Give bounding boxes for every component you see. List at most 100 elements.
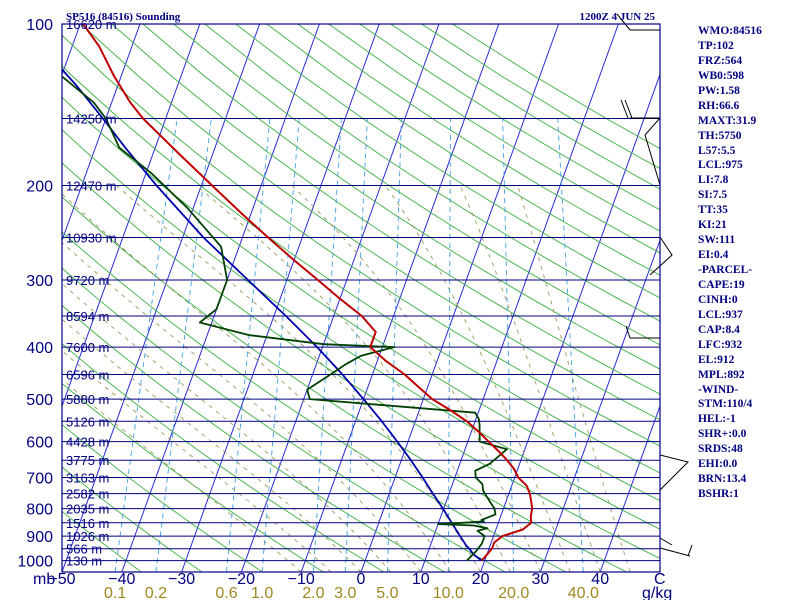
index-value: TP:102	[698, 39, 734, 52]
wind-barb-flag	[687, 544, 693, 557]
temperature-tick-labels: −50 −40 −30 −20 −10 0 10 20 30 40	[48, 571, 609, 588]
dry-adiabat-line	[62, 424, 263, 572]
mixing-ratio-tick-labels: 0.1 0.2 0.6 1.0 2.0 3.0 5.0 10.0 20.0 40.0	[104, 585, 599, 600]
index-value: BRN:13.4	[698, 473, 747, 486]
index-value: CINH:0	[698, 293, 738, 306]
pressure-tick-label: 500	[26, 392, 53, 409]
height-label: 1516 m	[66, 516, 109, 531]
height-label: 5126 m	[66, 414, 109, 429]
isotherm-line	[181, 24, 380, 572]
isotherm-line	[360, 24, 560, 572]
wind-barb-flag	[625, 325, 631, 339]
pressure-tick-label: 700	[26, 471, 53, 488]
dry-adiabat-line	[62, 34, 660, 447]
moist-adiabat-line	[116, 185, 481, 572]
index-value: LCL:937	[698, 308, 743, 321]
height-label: 4428 m	[66, 435, 109, 450]
height-label: 566 m	[66, 542, 102, 557]
height-label: 12470 m	[66, 179, 117, 194]
dry-adiabat-line	[62, 96, 660, 502]
moist-adiabats	[62, 185, 631, 572]
mixing-ratio-tick-label: 3.0	[334, 585, 356, 600]
pressure-tick-label: 400	[26, 340, 53, 357]
isotherm-line	[62, 24, 141, 242]
height-label: 16620 m	[66, 17, 117, 32]
stability-indices-panel: WMO:84516 TP:102 FRZ:564 WB0:598 PW:1.58 RH:6…	[698, 24, 798, 502]
index-value: -PARCEL-	[698, 264, 753, 276]
mixing-ratio-tick-label: 5.0	[376, 585, 398, 600]
mixing-ratio-tick-label: 40.0	[568, 585, 599, 600]
index-value: PW:1.58	[698, 84, 740, 97]
pressure-tick-label: 100	[26, 17, 53, 34]
index-value: SHR+:0.0	[698, 428, 747, 441]
mixing-ratio-line	[155, 118, 212, 572]
pressure-tick-label: 300	[26, 273, 53, 290]
dry-adiabat-line	[111, 24, 660, 395]
mixing-ratio-tick-label: 10.0	[433, 585, 464, 600]
temperature-tick-label: 40	[591, 571, 609, 588]
dry-adiabat-line	[62, 162, 660, 560]
isotherm-line	[420, 24, 619, 572]
temperature-tick-label: −30	[168, 571, 195, 588]
mixing-ratio-tick-label: 0.2	[145, 585, 167, 600]
index-value: TT:35	[698, 204, 728, 217]
index-value: SI:7.5	[698, 189, 728, 202]
mixing-ratio-line	[502, 118, 515, 572]
valid-time: 1200Z 4 JUN 25	[580, 11, 656, 23]
mixing-ratio-lines	[114, 118, 584, 572]
dry-adiabat-line	[173, 24, 660, 346]
pressure-tick-label: 800	[26, 502, 53, 519]
moist-adiabat-line	[384, 185, 571, 572]
moist-adiabat-line	[196, 185, 511, 572]
height-label: 10930 m	[66, 231, 117, 246]
moist-adiabat-line	[459, 185, 601, 572]
index-value: RH:66.6	[698, 99, 740, 112]
pressure-tick-labels: 100 200 300 400 500 600 700 800 900 1000	[17, 17, 53, 571]
index-value: KI:21	[698, 219, 727, 232]
wind-barb-flag	[624, 99, 633, 119]
moist-adiabat-line	[62, 318, 362, 572]
dewpoint-trace	[62, 75, 508, 562]
dry-adiabat-line	[62, 304, 445, 572]
temperature-tick-label: 30	[532, 571, 550, 588]
index-value: MAXT:31.9	[698, 114, 757, 127]
dry-adiabat-line	[62, 231, 567, 572]
temperature-tick-label: 10	[412, 571, 430, 588]
index-value: WMO:84516	[698, 25, 762, 37]
moist-adiabat-line	[62, 350, 332, 572]
index-value: HEL:-1	[698, 413, 736, 426]
wind-barb-staff	[659, 547, 691, 557]
index-value: -WIND-	[698, 383, 739, 396]
temperature-tick-label: −20	[228, 571, 255, 588]
pressure-tick-label: 900	[26, 529, 53, 546]
dry-adiabat-line	[62, 382, 324, 572]
temperature-tick-label: −10	[288, 571, 315, 588]
isotherm-line	[599, 404, 660, 572]
height-labels: 16620 m 14250 m 12470 m 10930 m 9720 m 8594 m…	[66, 17, 117, 569]
pressure-tick-label: 1000	[17, 554, 53, 571]
height-label: 2582 m	[66, 487, 109, 502]
parcel-trace	[62, 68, 483, 562]
index-value: CAP:8.4	[698, 323, 740, 336]
mixing-ratio-line	[114, 118, 178, 572]
sounding-traces	[62, 24, 534, 562]
dry-adiabat-line	[62, 196, 627, 572]
wind-barb-staff	[659, 454, 689, 491]
dry-adiabats	[62, 24, 660, 572]
mixing-ratio-tick-label: 2.0	[302, 585, 324, 600]
moist-adiabat-line	[517, 185, 631, 572]
mixing-ratio-tick-label: 1.0	[251, 585, 273, 600]
height-label: 3163 m	[66, 471, 109, 486]
height-label: 5880 m	[66, 392, 109, 407]
temperature-unit-label: C	[654, 571, 666, 588]
height-label: 6596 m	[66, 368, 109, 383]
isotherm-line	[62, 24, 201, 408]
height-label: 9720 m	[66, 273, 109, 288]
mixing-ratio-line	[386, 118, 402, 572]
wind-barb-flag	[620, 99, 629, 119]
moist-adiabat-line	[62, 282, 392, 572]
mixing-ratio-line	[557, 118, 584, 572]
isotherm-line	[480, 72, 660, 572]
index-value: WB0:598	[698, 69, 744, 82]
